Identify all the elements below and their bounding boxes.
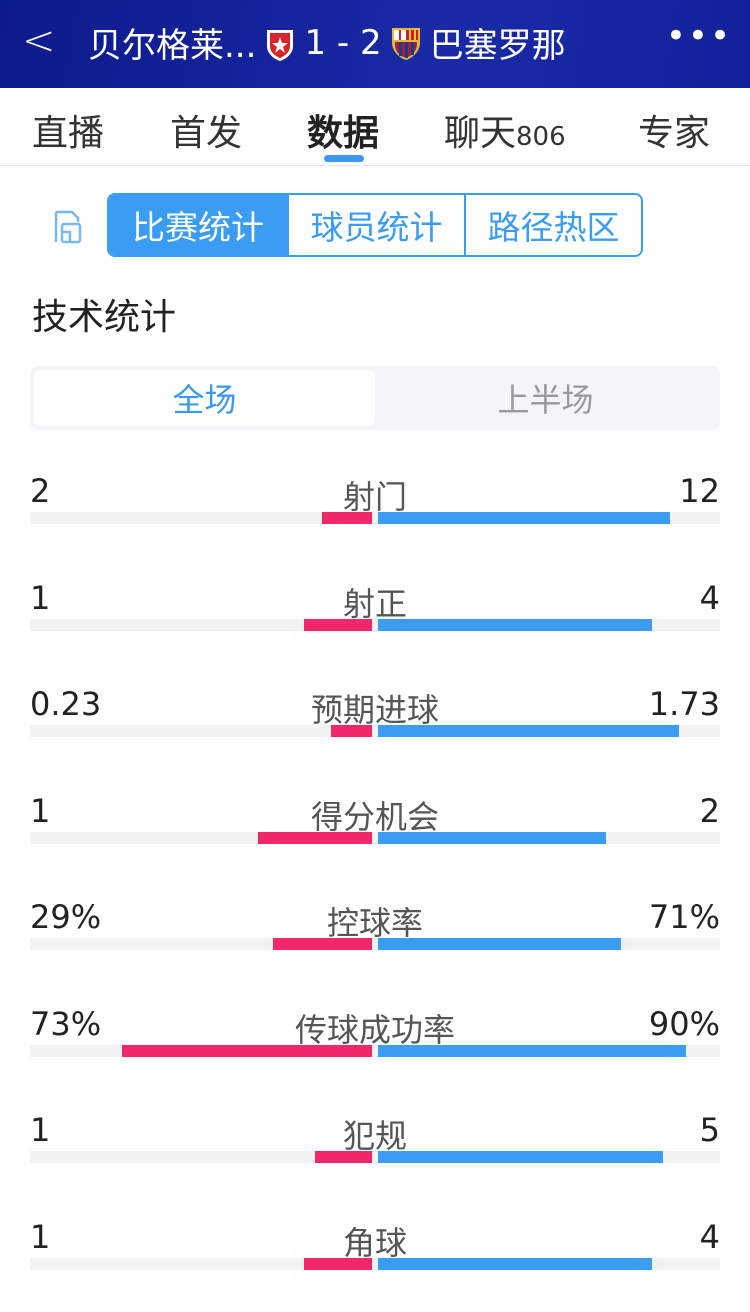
stat-row: 73% 传球成功率 90% [30,1005,720,1095]
chat-count-badge: 806 [516,122,566,152]
stat-row: 1 犯规 5 [30,1111,720,1201]
stat-label: 角球 [342,1223,407,1262]
stat-label: 预期进球 [310,691,439,729]
section-title: 技术统计 [32,297,177,338]
period-first-half[interactable]: 上半场 [497,381,594,419]
stat-row: 1 角球 4 [30,1218,720,1308]
tab-data[interactable]: 数据 [307,104,379,156]
stat-label: 得分机会 [310,797,439,836]
stat-bar-track [30,1257,720,1270]
tab-label: 首发 [170,113,243,154]
segment-match-stats[interactable]: 比赛统计 [109,195,287,255]
score: 1 - 2 [304,22,382,63]
period-toggle: 全场 上半场 [30,366,720,430]
stat-bar-track [30,512,720,524]
away-bar [378,725,679,737]
away-value: 4 [699,578,720,617]
away-value: 5 [699,1111,720,1149]
stat-bar-track [30,1044,720,1057]
home-value: 1 [30,791,51,830]
stat-label: 射门 [342,478,407,516]
tab-lineup[interactable]: 首发 [170,104,242,156]
tab-experts[interactable]: 专家 [638,104,710,156]
away-value: 12 [679,472,720,510]
away-bar [378,831,607,844]
home-bar [303,1257,372,1270]
stat-bar-track [30,938,720,950]
match-header: < 贝尔格莱... 1 - 2 巴塞罗那 ••• [0,0,750,88]
more-ellipsis-icon[interactable]: ••• [665,16,732,56]
away-value: 2 [699,791,720,830]
home-bar [272,938,372,950]
period-full-match[interactable]: 全场 [34,370,375,426]
home-value: 73% [30,1004,102,1043]
home-value: 1 [30,1111,51,1149]
stat-label: 控球率 [326,904,423,942]
away-bar [378,512,671,524]
stats-segment-control: 比赛统计 球员统计 路径热区 [107,193,643,257]
stat-bar-track [30,725,720,737]
away-team-name: 巴塞罗那 [429,26,566,66]
away-value: 90% [648,1004,720,1043]
stat-label: 射正 [342,584,407,623]
back-chevron-icon[interactable]: < [22,18,56,64]
active-tab-indicator [324,155,364,162]
stat-row: 2 射门 12 [30,472,720,562]
home-bar [122,1044,372,1057]
home-team-name: 贝尔格莱... [88,26,257,66]
stat-bar-track [30,1151,720,1163]
red-star-crest-icon [267,29,294,61]
home-bar [330,725,372,737]
document-icon[interactable] [52,210,84,244]
tab-label: 直播 [32,113,105,154]
stat-label: 犯规 [342,1117,407,1155]
main-tabs: 直播 首发 数据 聊天806 专家 [0,88,750,166]
away-bar [378,1151,663,1163]
home-value: 29% [30,898,102,936]
tab-live[interactable]: 直播 [32,104,104,156]
home-value: 2 [30,472,51,510]
away-bar [378,1044,686,1057]
stat-row: 0.23 预期进球 1.73 [30,685,720,775]
away-value: 1.73 [648,685,720,723]
stat-bar-track [30,831,720,844]
stat-bar-track [30,618,720,631]
tab-chat[interactable]: 聊天806 [444,104,566,156]
segment-player-stats[interactable]: 球员统计 [287,195,464,255]
away-bar [378,938,621,950]
stat-row: 1 得分机会 2 [30,792,720,882]
home-bar [303,618,372,631]
home-value: 1 [30,578,51,617]
home-bar [314,1151,372,1163]
home-value: 1 [30,1217,51,1256]
away-value: 4 [699,1217,720,1256]
tab-label: 专家 [638,113,711,154]
away-bar [378,1257,652,1270]
segment-heatmap[interactable]: 路径热区 [464,195,641,255]
home-value: 0.23 [30,685,102,723]
home-bar [322,512,372,524]
barcelona-crest-icon [391,27,420,60]
away-value: 71% [648,898,720,936]
stat-label: 传球成功率 [294,1010,455,1049]
stat-row: 29% 控球率 71% [30,898,720,988]
tab-label: 聊天 [444,113,517,154]
match-title: 贝尔格莱... 1 - 2 巴塞罗那 [88,18,566,67]
away-bar [378,618,652,631]
tab-label: 数据 [307,113,380,154]
home-bar [258,831,372,844]
stat-row: 1 射正 4 [30,579,720,669]
